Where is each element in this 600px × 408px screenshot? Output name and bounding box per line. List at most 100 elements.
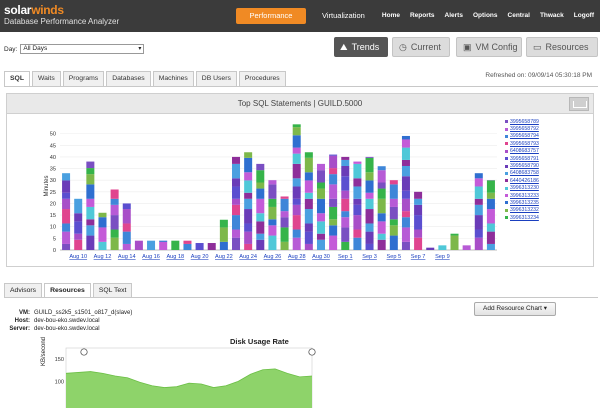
- bar-stack[interactable]: [195, 243, 204, 250]
- email-icon[interactable]: [569, 97, 589, 111]
- tab-machines[interactable]: Machines: [152, 71, 194, 86]
- x-tick-label[interactable]: Aug 22: [215, 254, 233, 260]
- bar-stack[interactable]: [329, 154, 338, 250]
- bar-stack[interactable]: [207, 243, 216, 250]
- tab-procedures[interactable]: Procedures: [238, 71, 286, 86]
- legend-item[interactable]: 3996313235: [505, 199, 585, 206]
- tab-db-users[interactable]: DB Users: [195, 71, 237, 86]
- bar-stack[interactable]: [171, 240, 180, 250]
- bar-stack[interactable]: [147, 240, 156, 250]
- legend-item[interactable]: 3996313232: [505, 207, 585, 214]
- legend-item[interactable]: 6440426186: [505, 177, 585, 184]
- add-resource-chart-button[interactable]: Add Resource Chart ▾: [474, 302, 556, 316]
- bar-stack[interactable]: [365, 156, 374, 250]
- x-tick-label[interactable]: Aug 20: [191, 254, 209, 260]
- x-tick-label[interactable]: Aug 26: [264, 254, 282, 260]
- bar-stack[interactable]: [426, 247, 435, 250]
- nav-link-home[interactable]: Home: [381, 12, 400, 19]
- vm-config-button[interactable]: ▣ VM Config: [456, 37, 522, 57]
- bar-stack[interactable]: [280, 196, 289, 250]
- zoom-handle-icon[interactable]: [308, 348, 316, 356]
- nav-link-logoff[interactable]: Logoff: [573, 12, 594, 19]
- bar-stack[interactable]: [122, 203, 131, 250]
- x-tick-label[interactable]: Sep 3: [362, 254, 377, 260]
- x-tick-label[interactable]: Aug 16: [142, 254, 160, 260]
- nav-link-alerts[interactable]: Alerts: [444, 12, 463, 19]
- bar-stack[interactable]: [256, 163, 265, 250]
- bar-stack[interactable]: [74, 198, 83, 250]
- bar-segment: [244, 172, 253, 181]
- legend-item[interactable]: 3996313233: [505, 192, 585, 199]
- bar-stack[interactable]: [486, 180, 495, 250]
- day-select[interactable]: All Days ▾: [20, 44, 145, 54]
- bar-segment: [377, 233, 386, 240]
- legend-item[interactable]: 3995658789: [505, 118, 585, 125]
- legend-item[interactable]: 3995658790: [505, 162, 585, 169]
- x-tick-label[interactable]: Sep 1: [338, 254, 353, 260]
- bar-stack[interactable]: [62, 173, 71, 250]
- bar-stack[interactable]: [183, 240, 192, 250]
- solarwinds-logo[interactable]: solarwinds Database Performance Analyzer: [4, 4, 119, 27]
- tab-sql[interactable]: SQL: [4, 71, 30, 87]
- x-tick-label[interactable]: Aug 14: [118, 254, 136, 260]
- x-tick-label[interactable]: Aug 28: [288, 254, 306, 260]
- legend-item[interactable]: 3995658792: [505, 125, 585, 132]
- current-button[interactable]: ◷ Current: [392, 37, 450, 57]
- bar-stack[interactable]: [292, 124, 301, 250]
- x-tick-label[interactable]: Aug 18: [166, 254, 184, 260]
- bar-stack[interactable]: [98, 212, 107, 250]
- nav-virtualization-link[interactable]: Virtualization: [322, 11, 365, 20]
- nav-link-reports[interactable]: Reports: [409, 12, 435, 19]
- tab-databases[interactable]: Databases: [106, 71, 151, 86]
- x-tick-label[interactable]: Sep 7: [411, 254, 426, 260]
- bar-stack[interactable]: [389, 180, 398, 250]
- bar-stack[interactable]: [377, 166, 386, 250]
- bar-stack[interactable]: [341, 156, 350, 250]
- tab-programs[interactable]: Programs: [62, 71, 105, 86]
- legend-label: 3996313234: [510, 214, 539, 221]
- x-tick-label[interactable]: Aug 30: [312, 254, 330, 260]
- legend-item[interactable]: 3995658791: [505, 155, 585, 162]
- x-tick-label[interactable]: Aug 12: [94, 254, 112, 260]
- resources-button[interactable]: ▭ Resources: [526, 37, 598, 57]
- bar-stack[interactable]: [110, 189, 119, 250]
- x-tick-label[interactable]: Sep 9: [435, 254, 450, 260]
- legend-item[interactable]: 3996313234: [505, 214, 585, 221]
- bar-stack[interactable]: [438, 245, 447, 250]
- tab-sql-text[interactable]: SQL Text: [92, 283, 133, 297]
- legend-item[interactable]: 6408683757: [505, 148, 585, 155]
- legend-item[interactable]: 6408683758: [505, 170, 585, 177]
- nav-link-thwack[interactable]: Thwack: [539, 12, 564, 19]
- legend-item[interactable]: 3995658794: [505, 133, 585, 140]
- tab-resources[interactable]: Resources: [44, 283, 91, 297]
- legend-item[interactable]: 3996313230: [505, 185, 585, 192]
- nav-link-options[interactable]: Options: [472, 12, 498, 19]
- nav-link-central[interactable]: Central: [507, 12, 530, 19]
- bar-stack[interactable]: [462, 245, 471, 250]
- zoom-handle-icon[interactable]: [80, 348, 88, 356]
- bar-stack[interactable]: [268, 180, 277, 250]
- bar-stack[interactable]: [86, 161, 95, 250]
- trends-button[interactable]: ⛰ Trends: [334, 37, 388, 57]
- bar-stack[interactable]: [244, 152, 253, 250]
- x-tick-label[interactable]: Aug 24: [239, 254, 257, 260]
- bar-stack[interactable]: [414, 191, 423, 250]
- bar-stack[interactable]: [353, 161, 362, 250]
- bar-stack[interactable]: [159, 240, 168, 250]
- bar-stack[interactable]: [474, 173, 483, 250]
- nav-performance-button[interactable]: Performance: [236, 8, 306, 24]
- bar-segment: [316, 221, 325, 234]
- bar-stack[interactable]: [134, 240, 143, 250]
- tab-waits[interactable]: Waits: [31, 71, 61, 86]
- bar-stack[interactable]: [450, 233, 459, 250]
- bar-stack[interactable]: [401, 135, 410, 250]
- x-tick-label[interactable]: Sep 5: [387, 254, 402, 260]
- legend-item[interactable]: 3995658793: [505, 140, 585, 147]
- x-tick-label[interactable]: Aug 10: [69, 254, 87, 260]
- bar-stack[interactable]: [219, 219, 228, 250]
- bar-segment: [74, 239, 83, 250]
- bar-stack[interactable]: [232, 156, 241, 250]
- bar-stack[interactable]: [304, 152, 313, 250]
- tab-advisors[interactable]: Advisors: [4, 283, 43, 297]
- bar-stack[interactable]: [316, 163, 325, 250]
